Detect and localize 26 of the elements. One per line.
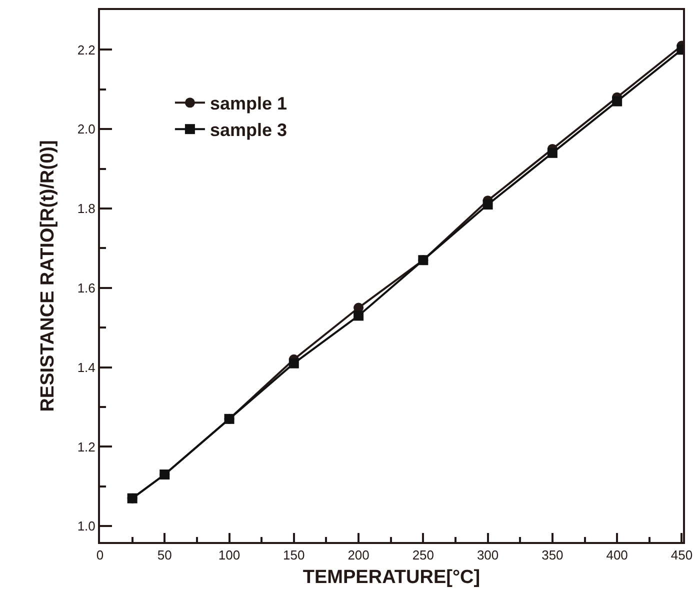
y-tick-label: 2.0 xyxy=(77,122,96,137)
x-tick-label: 0 xyxy=(96,548,104,563)
x-axis-title: TEMPERATURE[°C] xyxy=(302,566,480,588)
x-tick-label: 350 xyxy=(542,548,564,563)
y-tick-label: 1.0 xyxy=(77,518,96,534)
x-tick-label: 150 xyxy=(283,548,305,563)
y-axis-title: RESISTANCE RATIO[R(t)/R(0)] xyxy=(38,140,59,412)
x-tick-label: 400 xyxy=(606,548,628,563)
y-tick-label: 1.8 xyxy=(77,201,96,216)
x-tick-label: 100 xyxy=(218,548,240,563)
legend-label: sample 3 xyxy=(210,120,288,140)
legend-label: sample 1 xyxy=(210,94,288,114)
x-tick-label: 300 xyxy=(476,548,499,563)
y-tick-label: 1.6 xyxy=(77,280,96,296)
point xyxy=(612,96,622,106)
point xyxy=(547,148,558,158)
y-tick-label: 1.2 xyxy=(77,439,96,454)
point xyxy=(482,200,493,210)
point xyxy=(288,358,299,368)
x-tick-label: 250 xyxy=(412,548,434,563)
x-tick-label: 50 xyxy=(157,548,172,563)
x-tick-label: 450 xyxy=(670,548,693,563)
x-tick-label: 200 xyxy=(348,548,370,563)
point xyxy=(354,310,364,321)
y-tick-label: 1.4 xyxy=(77,360,96,375)
y-tick-label: 2.2 xyxy=(77,42,96,58)
